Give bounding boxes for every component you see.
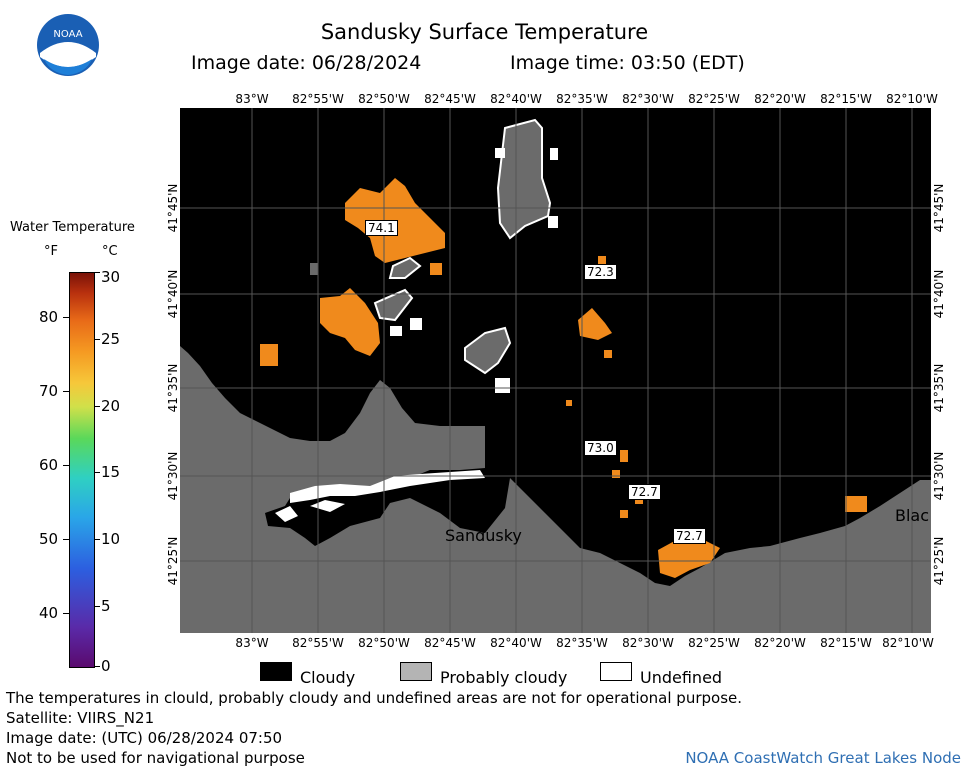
lon-label-top: 82°10'W bbox=[886, 92, 938, 106]
temp-label: 72.7 bbox=[628, 484, 661, 500]
cloud-island bbox=[464, 326, 512, 375]
temp-label: 72.3 bbox=[584, 264, 617, 280]
lat-label-left: 41°45'N bbox=[166, 183, 180, 233]
lat-label-left: 41°25'N bbox=[166, 536, 180, 586]
lon-label-bottom: 82°25'W bbox=[688, 636, 740, 650]
lon-label-bottom: 82°40'W bbox=[490, 636, 542, 650]
lon-label-bottom: 83°W bbox=[235, 636, 269, 650]
lat-label-left: 41°40'N bbox=[166, 269, 180, 319]
satellite-text: Satellite: VIIRS_N21 bbox=[6, 709, 155, 727]
temp-label: 73.0 bbox=[584, 440, 617, 456]
image-date: Image date: 06/28/2024 bbox=[191, 52, 422, 74]
lon-label-top: 82°15'W bbox=[820, 92, 872, 106]
legend-swatch-probably-cloudy bbox=[400, 662, 432, 681]
lat-label-left: 41°35'N bbox=[166, 363, 180, 413]
warm-water-patch bbox=[320, 288, 380, 356]
lon-label-top: 82°50'W bbox=[358, 92, 410, 106]
lat-label-left: 41°30'N bbox=[166, 451, 180, 501]
page-title: Sandusky Surface Temperature bbox=[320, 20, 649, 44]
lon-label-bottom: 82°10'W bbox=[882, 636, 934, 650]
colorbar-c-tick: 5 bbox=[101, 597, 111, 615]
lat-label-right: 41°35'N bbox=[932, 363, 946, 413]
colorbar-unit-c: °C bbox=[102, 244, 118, 259]
colorbar-c-tick: 25 bbox=[101, 330, 121, 348]
temp-label: 72.7 bbox=[673, 528, 706, 544]
lon-label-top: 83°W bbox=[235, 92, 269, 106]
lon-label-bottom: 82°35'W bbox=[556, 636, 608, 650]
colorbar-c-tick: 10 bbox=[101, 530, 121, 548]
lon-label-top: 82°35'W bbox=[556, 92, 608, 106]
lon-label-top: 82°40'W bbox=[490, 92, 542, 106]
utc-date-text: Image date: (UTC) 06/28/2024 07:50 bbox=[6, 729, 283, 747]
lon-label-top: 82°20'W bbox=[754, 92, 806, 106]
lon-label-bottom: 82°15'W bbox=[820, 636, 872, 650]
colorbar-f-tick: 80 bbox=[39, 308, 59, 326]
lat-label-right: 41°25'N bbox=[932, 536, 946, 586]
lon-label-bottom: 82°20'W bbox=[754, 636, 806, 650]
colorbar-f-tick: 50 bbox=[39, 530, 59, 548]
legend-label-cloudy: Cloudy bbox=[300, 668, 356, 687]
legend-swatch-cloudy bbox=[260, 662, 292, 681]
colorbar bbox=[69, 272, 95, 668]
temp-label: 74.1 bbox=[365, 220, 398, 236]
lon-label-top: 82°55'W bbox=[292, 92, 344, 106]
colorbar-f-tick: 40 bbox=[39, 604, 59, 622]
place-label-sandusky: Sandusky bbox=[445, 526, 522, 545]
colorbar-title: Water Temperature bbox=[10, 220, 135, 235]
noaa-logo: NOAA bbox=[37, 14, 99, 76]
colorbar-c-tick: 20 bbox=[101, 397, 121, 415]
credit-text: NOAA CoastWatch Great Lakes Node bbox=[685, 749, 961, 767]
lon-label-bottom: 82°50'W bbox=[358, 636, 410, 650]
colorbar-c-tick: 0 bbox=[101, 657, 111, 675]
lat-label-right: 41°30'N bbox=[932, 451, 946, 501]
colorbar-c-tick: 15 bbox=[101, 463, 121, 481]
colorbar-f-tick: 70 bbox=[39, 382, 59, 400]
colorbar-f-tick: 60 bbox=[39, 456, 59, 474]
colorbar-unit-f: °F bbox=[44, 244, 58, 259]
lon-label-top: 82°25'W bbox=[688, 92, 740, 106]
disclaimer-text: The temperatures in clould, probably clo… bbox=[6, 689, 743, 707]
lon-label-bottom: 82°30'W bbox=[622, 636, 674, 650]
colorbar-c-tick: 30 bbox=[101, 268, 121, 286]
map-panel bbox=[180, 108, 931, 633]
place-label-blac: Blac bbox=[895, 506, 930, 525]
lon-label-bottom: 82°55'W bbox=[292, 636, 344, 650]
lon-label-top: 82°30'W bbox=[622, 92, 674, 106]
legend-swatch-undefined bbox=[600, 662, 632, 681]
legend-label-undefined: Undefined bbox=[640, 668, 723, 687]
lat-label-right: 41°40'N bbox=[932, 269, 946, 319]
navigation-warning: Not to be used for navigational purpose bbox=[6, 749, 305, 767]
noaa-logo-text: NOAA bbox=[53, 29, 82, 40]
lat-label-right: 41°45'N bbox=[932, 183, 946, 233]
lon-label-top: 82°45'W bbox=[424, 92, 476, 106]
image-time: Image time: 03:50 (EDT) bbox=[510, 52, 745, 74]
legend-label-probably-cloudy: Probably cloudy bbox=[440, 668, 568, 687]
lon-label-bottom: 82°45'W bbox=[424, 636, 476, 650]
